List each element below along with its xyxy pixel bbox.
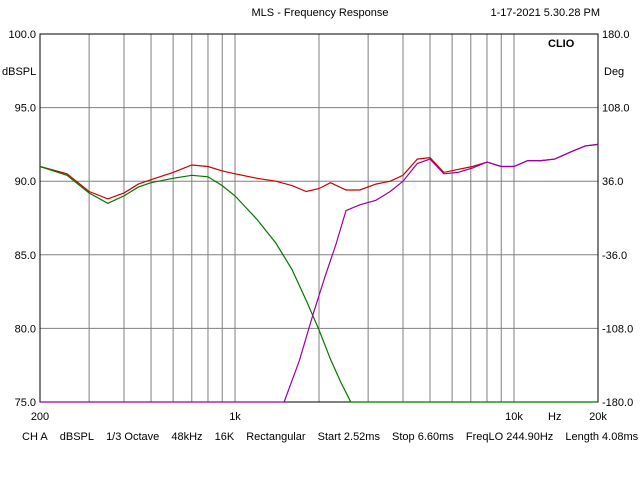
sample-rate-label: 48kHz [171,431,203,443]
left-axis-tick-label: 80.0 [15,323,36,335]
right-axis-tick-label: -36.0 [602,250,627,262]
right-axis-tick-label: -108.0 [602,323,633,335]
window-label: Rectangular [246,431,306,443]
x-axis-tick-label: Hz [548,411,561,423]
left-axis-tick-label: 100.0 [8,29,36,41]
right-axis-tick-label: 180.0 [602,29,630,41]
unit-label: dBSPL [59,431,94,443]
length-label: Length 4.08ms [565,431,639,443]
right-axis-unit: Deg [604,66,625,78]
low-pass-response-curve [39,165,598,403]
fft-size-label: 16K [214,431,235,443]
chart-title: MLS - Frequency Response [251,7,389,19]
stop-time-label: Stop 6.60ms [392,431,454,443]
x-axis-tick-label: 20k [589,411,607,423]
x-axis-tick-label: 200 [31,411,49,423]
left-axis-unit: dBSPL [2,66,37,78]
timestamp: 1-17-2021 5.30.28 PM [490,7,600,19]
right-axis-tick-label: 36.0 [602,176,623,188]
freq-lo-label: FreqLO 244.90Hz [465,431,554,443]
start-time-label: Start 2.52ms [317,431,380,443]
right-axis-tick-label: 108.0 [602,103,630,115]
high-pass-response-curve [40,143,599,403]
channel-label: CH A [22,431,48,443]
measurement-settings-bar: CH A dBSPL 1/3 Octave 48kHz 16K Rectangu… [22,431,640,444]
right-axis-tick-label: -180.0 [602,397,633,409]
smoothing-label: 1/3 Octave [106,431,160,443]
left-axis-tick-label: 85.0 [15,250,36,262]
left-axis-tick-label: 75.0 [15,397,36,409]
left-axis-tick-label: 90.0 [15,176,36,188]
left-axis-tick-label: 95.0 [15,103,36,115]
x-axis-tick-label: 10k [505,411,523,423]
x-axis-tick-label: 1k [229,411,241,423]
clio-logo: CLIO [548,38,575,50]
plot-frame [39,33,599,403]
